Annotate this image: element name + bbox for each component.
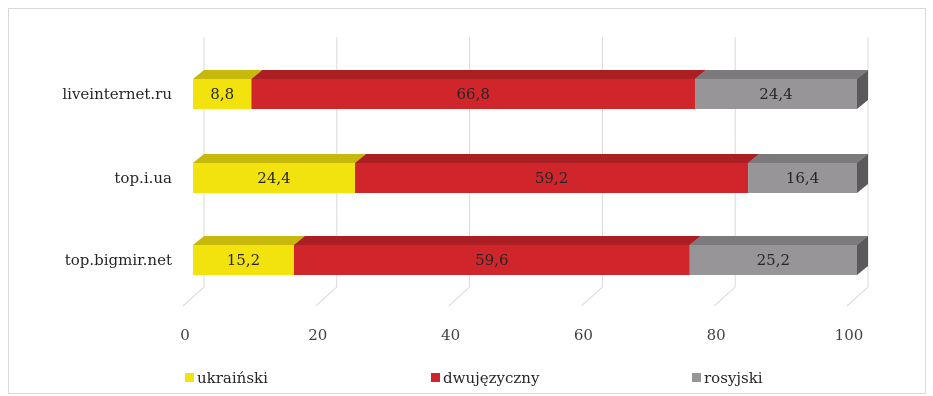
bar-top-face (748, 154, 868, 163)
x-tick-label: 100 (835, 326, 864, 344)
bar-segment (251, 79, 695, 109)
x-tick-label: 20 (308, 326, 327, 344)
x-tick-label: 60 (574, 326, 593, 344)
bar-top-face (689, 236, 868, 245)
category-label: liveinternet.ru (62, 85, 172, 103)
floor-gridline-80 (713, 286, 736, 307)
bars: 8,8 66,8 24,4 24,4 59,2 16,4 15,2 59,6 25,2 (193, 70, 868, 275)
x-tick-labels: 0 20 40 60 80 100 (180, 326, 863, 344)
category-label: top.i.ua (114, 169, 172, 187)
bar-segment (689, 245, 857, 275)
x-tick-label: 0 (180, 326, 190, 344)
bar-segment (293, 245, 690, 275)
category-labels: liveinternet.ru top.i.ua top.bigmir.net (62, 85, 172, 269)
bar-segment (694, 79, 857, 109)
legend-swatch (692, 373, 701, 382)
data-label: 15,2 (227, 251, 260, 269)
bar-top-face (193, 154, 367, 163)
category-label: top.bigmir.net (65, 251, 172, 269)
bar-top-face (694, 70, 868, 79)
data-label: 24,4 (759, 85, 792, 103)
floor-gridline-60 (581, 286, 603, 307)
x-tick-label: 80 (707, 326, 726, 344)
bar-top-face (355, 154, 760, 163)
data-label: 25,2 (757, 251, 790, 269)
floor-gridline-100 (846, 286, 869, 307)
legend-swatch (185, 373, 194, 382)
data-label: 59,6 (475, 251, 508, 269)
x-tick-label: 40 (441, 326, 460, 344)
bar-segment (355, 163, 749, 193)
data-label: 8,8 (210, 85, 234, 103)
bar-top-face (193, 70, 263, 79)
legend-label: ukraiński (197, 369, 268, 387)
data-label: 16,4 (786, 169, 819, 187)
bar-top-face (251, 70, 706, 79)
legend-swatch (431, 373, 440, 382)
legend-label: dwujęzyczny (443, 369, 540, 387)
data-label: 59,2 (535, 169, 568, 187)
bar-side-face (857, 236, 868, 275)
floor-gridline-20 (315, 286, 338, 307)
legend-label: rosyjski (704, 369, 763, 387)
bar-side-face (857, 70, 868, 109)
bar-top-face (193, 236, 305, 245)
bar-segment (748, 163, 857, 193)
bar-segment (193, 79, 252, 109)
floor-gridline-0 (182, 286, 205, 307)
bar-side-face (857, 154, 868, 193)
data-label: 24,4 (257, 169, 290, 187)
bar-top-face (293, 236, 701, 245)
bar-segment (193, 163, 356, 193)
data-label: 66,8 (457, 85, 490, 103)
floor-gridline-40 (448, 286, 470, 307)
bar-segment (193, 245, 294, 275)
legend: ukraiński dwujęzyczny rosyjski (185, 369, 763, 387)
